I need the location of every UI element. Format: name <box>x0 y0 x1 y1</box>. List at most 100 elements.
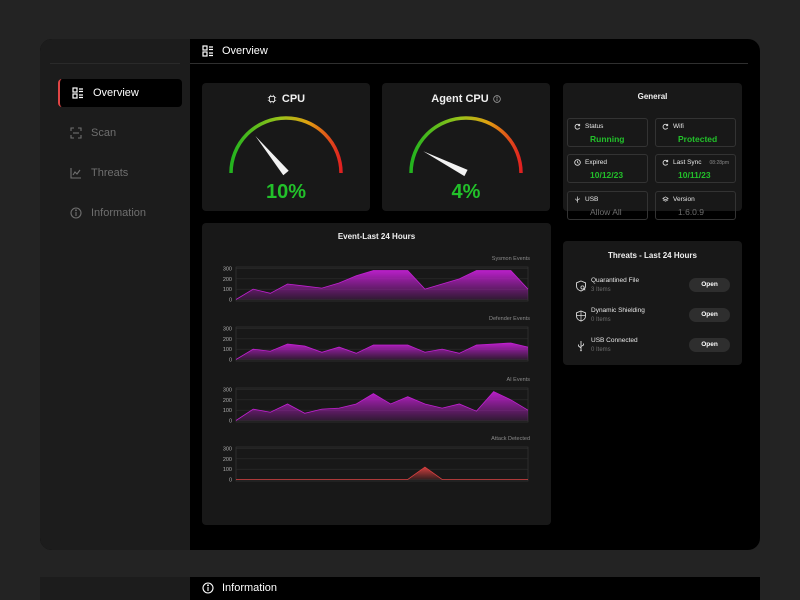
chart-title: AI Events <box>506 377 530 383</box>
open-button[interactable]: Open <box>689 308 730 322</box>
threats-title: Threats - Last 24 Hours <box>608 251 697 260</box>
event-charts: Sysmon Events 300 200 100 0 Defender Events 30… <box>223 256 530 484</box>
sidebar-item-threats[interactable]: Threats <box>58 159 182 187</box>
y-tick-label: 300 <box>223 327 232 333</box>
page-header: Overview <box>190 39 748 64</box>
refresh-icon <box>662 123 669 130</box>
y-tick-label: 0 <box>229 478 232 484</box>
chart-icon <box>70 167 82 179</box>
status-cell: Status Running <box>567 118 648 147</box>
events-card: Event-Last 24 Hours Sysmon Events 300 200 1… <box>202 223 551 525</box>
area-chart-2: AI Events 300 200 100 0 <box>223 377 530 425</box>
threat-row-usb-connected: USB Connected 0 Items Open <box>575 336 730 360</box>
y-tick-label: 100 <box>223 287 232 293</box>
cpu-gauge <box>229 116 343 176</box>
layers-icon <box>662 196 669 202</box>
cpu-value: 10% <box>265 181 307 203</box>
info-icon <box>70 207 82 219</box>
series-line <box>235 391 529 421</box>
area-series <box>236 391 528 421</box>
y-tick-label: 100 <box>223 347 232 353</box>
open-button[interactable]: Open <box>689 338 730 352</box>
area-chart-3: Attack Detected 300 200 100 0 <box>223 436 530 484</box>
open-button[interactable]: Open <box>689 278 730 292</box>
app-window: Overview Scan Threats Information Overvi… <box>40 39 760 550</box>
information-panel: Information <box>40 577 760 600</box>
y-tick-label: 300 <box>223 388 232 394</box>
agent-cpu-title: Agent CPU <box>431 93 489 105</box>
grid-icon <box>202 45 213 57</box>
chart-title: Sysmon Events <box>492 256 530 262</box>
sidebar-item-information[interactable]: Information <box>58 199 182 227</box>
threat-row-quarantined: Quarantined File 3 Items Open <box>575 276 730 300</box>
grid-icon <box>72 87 84 99</box>
info-icon <box>202 582 214 594</box>
sidebar-item-label: Scan <box>91 127 117 139</box>
refresh-icon <box>574 123 581 130</box>
y-tick-label: 300 <box>223 447 232 453</box>
sidebar-item-scan[interactable]: Scan <box>58 119 182 147</box>
area-series <box>236 270 528 300</box>
series-line <box>235 342 529 360</box>
y-tick-label: 0 <box>229 419 232 425</box>
shield-search-icon <box>576 280 586 292</box>
y-tick-label: 0 <box>229 358 232 364</box>
usb-icon <box>578 341 584 352</box>
area-chart-1: Defender Events 300 200 100 0 <box>223 316 530 364</box>
y-tick-label: 300 <box>223 267 232 273</box>
version-cell: Version 1.6.0.9 <box>655 191 736 220</box>
chart-title: Attack Detected <box>491 436 530 442</box>
main-content: Overview CPU 10% Agent CPU <box>190 39 760 550</box>
y-tick-label: 100 <box>223 408 232 414</box>
y-tick-label: 100 <box>223 467 232 473</box>
threats-card: Threats - Last 24 Hours Quarantined File… <box>563 241 742 365</box>
y-tick-label: 0 <box>229 298 232 304</box>
area-chart-0: Sysmon Events 300 200 100 0 <box>223 256 530 304</box>
info-icon[interactable] <box>493 95 501 103</box>
expired-cell: Expired 10/12/23 <box>567 154 648 183</box>
events-title: Event-Last 24 Hours <box>337 232 416 241</box>
cpu-gauge-needle <box>255 136 289 176</box>
refresh-icon <box>662 159 669 166</box>
sidebar-item-label: Overview <box>93 87 139 99</box>
information-title: Information <box>222 582 278 594</box>
threat-row-dynamic-shielding: Dynamic Shielding 0 Items Open <box>575 306 730 330</box>
last-sync-value: 10/11/23 <box>678 170 711 180</box>
sidebar-item-label: Information <box>91 207 147 219</box>
wifi-cell: Wifi Protected <box>655 118 736 147</box>
agent-cpu-gauge <box>409 116 523 177</box>
chart-frame <box>235 266 529 302</box>
chart-frame <box>235 446 529 482</box>
shield-icon <box>576 310 586 322</box>
expired-value: 10/12/23 <box>590 170 624 180</box>
chart-title: Defender Events <box>489 316 530 322</box>
y-tick-label: 200 <box>223 337 232 343</box>
cpu-title: CPU <box>281 93 306 105</box>
scan-icon <box>70 127 82 139</box>
agent-cpu-value: 4% <box>451 181 481 203</box>
y-tick-label: 200 <box>223 277 232 283</box>
version-value: 1.6.0.9 <box>678 207 704 217</box>
usb-cell: USB Allow All <box>567 191 648 220</box>
agent-cpu-card: Agent CPU 4% <box>382 83 550 211</box>
area-series <box>236 342 528 360</box>
status-value: Running <box>590 134 625 144</box>
sidebar: Overview Scan Threats Information <box>40 39 190 550</box>
sidebar-item-label: Threats <box>91 167 129 179</box>
last-sync-time: 08:28pm <box>709 160 729 166</box>
chip-icon <box>267 94 277 104</box>
series-line <box>236 466 528 480</box>
y-tick-label: 200 <box>223 457 232 463</box>
page-title: Overview <box>222 45 268 57</box>
wifi-value: Protected <box>678 134 718 144</box>
usb-icon <box>575 196 580 203</box>
series-line <box>235 270 529 300</box>
chart-frame <box>235 387 529 423</box>
clock-icon <box>574 159 581 166</box>
cpu-card: CPU 10% <box>202 83 370 211</box>
agent-cpu-gauge-needle <box>423 151 468 177</box>
y-tick-label: 200 <box>223 398 232 404</box>
sidebar-item-overview[interactable]: Overview <box>58 79 182 107</box>
chart-frame <box>235 326 529 362</box>
general-card: General Status Running Wifi Protected Ex… <box>563 83 742 220</box>
